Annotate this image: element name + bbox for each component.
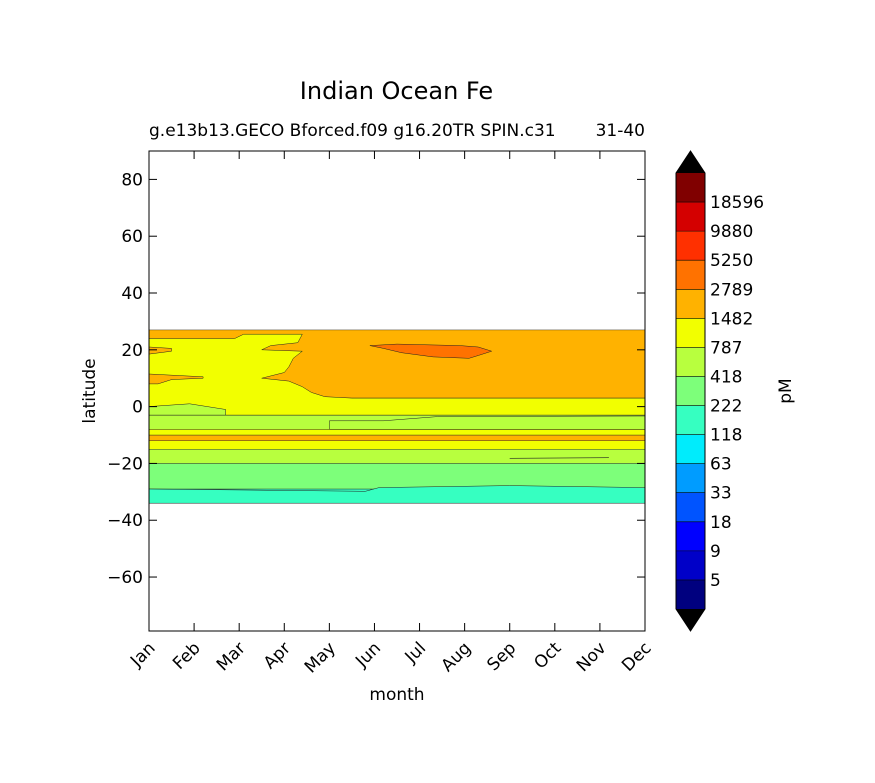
contour-band: [149, 429, 645, 436]
colorbar-tick-label: 5250: [710, 251, 753, 271]
y-tick-label: 60: [121, 227, 143, 247]
chart-title: Indian Ocean Fe: [299, 77, 494, 105]
y-tick-label: 40: [121, 284, 143, 304]
x-tick-label: Apr: [260, 638, 295, 673]
colorbar: 5 9 18 33 63 118 222 418 787 1482 2789 5250 9880 1859…: [675, 150, 764, 632]
colorbar-tick-label: 787: [710, 338, 742, 358]
colorbar-segment: [676, 173, 705, 203]
x-tick-label: Oct: [530, 638, 565, 673]
y-tick-label: −60: [107, 568, 143, 588]
contour-band: [149, 440, 645, 450]
plot-frame: [148, 150, 646, 632]
x-axis-label: month: [369, 685, 424, 705]
colorbar-segment: [676, 550, 705, 580]
contour-band: [149, 434, 645, 441]
contour-region: [369, 343, 493, 359]
colorbar-tick-label: 9880: [710, 222, 753, 242]
colorbar-segment: [676, 231, 705, 261]
x-tick-label: Mar: [213, 638, 250, 675]
colorbar-segment: [676, 463, 705, 493]
colorbar-tick-label: 2789: [710, 280, 753, 300]
colorbar-outline: [675, 150, 706, 632]
colorbar-segment: [676, 289, 705, 319]
x-tick-label: Aug: [438, 638, 476, 676]
x-tick-label: Jan: [126, 638, 159, 671]
y-tick-label: 80: [121, 170, 143, 190]
contour-line: [509, 457, 609, 459]
colorbar-tick-label: 33: [710, 484, 732, 504]
y-tick-label: 20: [121, 341, 143, 361]
colorbar-segment: [676, 260, 705, 290]
y-tick-label: 0: [132, 398, 143, 418]
colorbar-tick-label: 63: [710, 455, 732, 475]
colorbar-tick-label: 9: [710, 542, 721, 562]
chart-subtitle-run: g.e13b13.GECO Bforced.f09 g16.20TR SPIN.…: [149, 121, 556, 141]
contour-region: [149, 403, 226, 416]
colorbar-segment: [676, 202, 705, 232]
colorbar-segment: [676, 521, 705, 551]
y-tick-label: −20: [107, 454, 143, 474]
x-tick-label: Nov: [573, 638, 611, 676]
x-tick-label: Jun: [351, 638, 385, 672]
x-tick-label: Jul: [401, 638, 430, 667]
x-tick-label: May: [301, 638, 340, 677]
colorbar-tick-label: 18: [710, 513, 732, 533]
plot-area: [149, 329, 645, 504]
colorbar-tick-label: 222: [710, 397, 742, 417]
x-tick-label: Dec: [618, 638, 655, 675]
colorbar-tick-label: 18596: [710, 193, 764, 213]
contour-band: [149, 449, 645, 464]
colorbar-segment: [676, 405, 705, 435]
colorbar-label: pM: [776, 378, 796, 403]
colorbar-tick-label: 1482: [710, 309, 753, 329]
contour-region: [149, 485, 645, 504]
colorbar-segment: [676, 318, 705, 348]
colorbar-tick-label: 118: [710, 426, 742, 446]
colorbar-tick-label: 418: [710, 367, 742, 387]
colorbar-extend-top: [676, 151, 705, 173]
colorbar-segment: [676, 579, 705, 609]
colorbar-segment: [676, 347, 705, 377]
colorbar-segment: [676, 376, 705, 406]
y-tick-label: −40: [107, 511, 143, 531]
colorbar-tick-label: 5: [710, 571, 721, 591]
contour-region: [329, 415, 645, 430]
colorbar-extend-bottom: [676, 609, 705, 631]
contour-region: [149, 373, 204, 385]
colorbar-segment: [676, 492, 705, 522]
colorbar-segment: [676, 434, 705, 464]
chart-subtitle-years: 31-40: [595, 121, 645, 141]
x-tick-label: Sep: [483, 638, 520, 675]
y-axis-label: latitude: [80, 358, 100, 423]
contour-band: [149, 463, 645, 490]
x-tick-label: Feb: [169, 638, 204, 673]
contour-region: [149, 333, 645, 416]
